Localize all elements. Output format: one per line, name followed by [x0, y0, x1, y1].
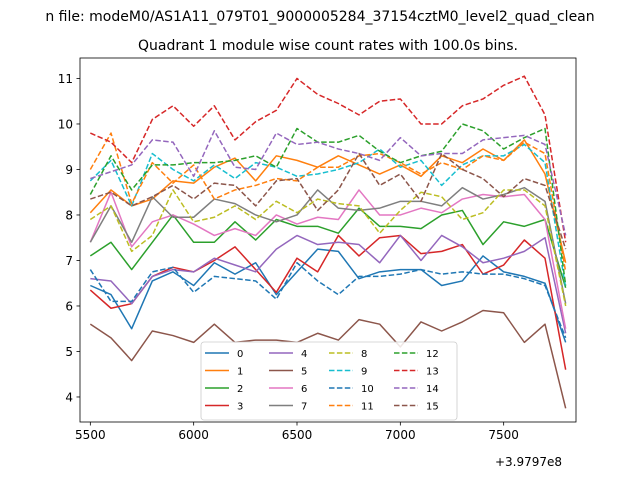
x-tick-label-5500: 5500: [75, 428, 106, 442]
legend-label-8: 8: [361, 349, 367, 360]
legend-label-12: 12: [426, 349, 439, 360]
legend-label-11: 11: [361, 401, 374, 412]
series-line-7: [89, 186, 567, 304]
series-line-1: [89, 139, 567, 263]
series-line-8: [89, 189, 567, 307]
series-line-5: [89, 309, 567, 409]
series-line-6: [89, 189, 567, 329]
x-tick-label-7000: 7000: [385, 428, 416, 442]
x-tick-label-6500: 6500: [282, 428, 313, 442]
x-tick-label-6000: 6000: [178, 428, 209, 442]
series-line-4: [90, 234, 567, 334]
legend-label-5: 5: [301, 366, 307, 377]
legend-label-0: 0: [237, 349, 243, 360]
y-tick-label-8: 8: [65, 208, 73, 222]
legend-label-15: 15: [426, 401, 439, 412]
x-offset-label: +3.9797e8: [495, 455, 562, 469]
legend-label-3: 3: [237, 401, 243, 412]
legend-frame: [200, 341, 458, 421]
x-tick-label-7500: 7500: [488, 428, 519, 442]
y-tick-label-4: 4: [65, 390, 73, 404]
y-tick-label-11: 11: [58, 72, 73, 86]
series-lines: [89, 75, 567, 409]
series-line-11: [89, 132, 567, 272]
legend-label-4: 4: [301, 349, 307, 360]
series-line-0: [90, 248, 567, 343]
y-tick-label-6: 6: [65, 299, 73, 313]
legend-label-13: 13: [426, 366, 439, 377]
y-tick-label-5: 5: [65, 345, 73, 359]
series-line-10: [89, 262, 567, 339]
y-tick-label-10: 10: [58, 117, 73, 131]
legend-label-14: 14: [426, 384, 439, 395]
plot-area: [89, 75, 567, 409]
legend-label-7: 7: [301, 401, 307, 412]
y-tick-label-7: 7: [65, 254, 73, 268]
legend-label-9: 9: [361, 366, 367, 377]
series-line-13: [90, 75, 567, 243]
y-tick-label-9: 9: [65, 163, 73, 177]
figure-suptitle: n file: modeM0/AS1A11_079T01_9000005284_…: [45, 9, 594, 25]
chart-title: Quadrant 1 module wise count rates with …: [138, 38, 518, 54]
legend-label-10: 10: [361, 384, 374, 395]
series-line-2: [89, 207, 567, 288]
series-line-12: [89, 123, 567, 286]
legend-label-1: 1: [237, 366, 243, 377]
legend-label-2: 2: [237, 384, 243, 395]
legend-label-6: 6: [301, 384, 307, 395]
axes-frame: [79, 57, 577, 423]
series-line-15: [90, 152, 567, 250]
